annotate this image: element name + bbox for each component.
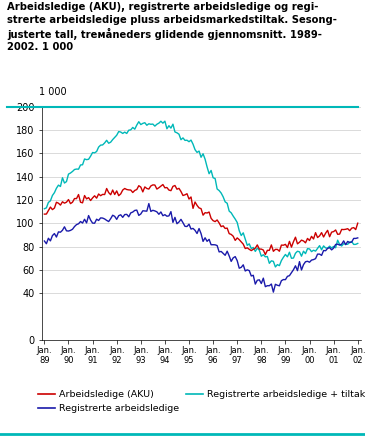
Registrerte arbeidsledige + tiltak [127, 128, 131, 133]
Registrerte arbeidsledige [127, 214, 131, 219]
Registrerte arbeidsledige + tiltak [356, 241, 360, 246]
Arbeidsledige (AKU) [52, 205, 57, 211]
Arbeidsledige (AKU) [225, 225, 229, 231]
Registrerte arbeidsledige [356, 235, 360, 241]
Arbeidsledige (AKU) [299, 238, 304, 243]
Registrerte arbeidsledige [271, 290, 276, 295]
Legend: Arbeidsledige (AKU), Registrerte arbeidsledige, Registrerte arbeidsledige + tilt: Arbeidsledige (AKU), Registrerte arbeids… [38, 390, 365, 413]
Arbeidsledige (AKU) [58, 202, 63, 208]
Registrerte arbeidsledige + tiltak [273, 264, 277, 269]
Registrerte arbeidsledige + tiltak [58, 184, 63, 189]
Arbeidsledige (AKU) [42, 211, 47, 217]
Text: 1 000: 1 000 [39, 88, 66, 98]
Arbeidsledige (AKU) [356, 221, 360, 226]
Registrerte arbeidsledige + tiltak [42, 206, 47, 211]
Registrerte arbeidsledige [58, 230, 63, 235]
Registrerte arbeidsledige [299, 267, 304, 272]
Registrerte arbeidsledige [225, 249, 229, 254]
Registrerte arbeidsledige + tiltak [52, 190, 57, 195]
Registrerte arbeidsledige + tiltak [299, 254, 304, 259]
Line: Registrerte arbeidsledige: Registrerte arbeidsledige [45, 204, 358, 292]
Line: Registrerte arbeidsledige + tiltak: Registrerte arbeidsledige + tiltak [45, 121, 358, 267]
Arbeidsledige (AKU) [127, 187, 131, 193]
Registrerte arbeidsledige + tiltak [225, 201, 229, 206]
Registrerte arbeidsledige + tiltak [159, 119, 163, 124]
Line: Arbeidsledige (AKU): Arbeidsledige (AKU) [45, 184, 358, 255]
Registrerte arbeidsledige [161, 213, 165, 218]
Registrerte arbeidsledige [52, 231, 57, 236]
Text: Arbeidsledige (AKU), registrerte arbeidsledige og regi-
strerte arbeidsledige pl: Arbeidsledige (AKU), registrerte arbeids… [7, 2, 337, 52]
Arbeidsledige (AKU) [263, 252, 268, 257]
Registrerte arbeidsledige [147, 201, 151, 206]
Arbeidsledige (AKU) [161, 182, 165, 187]
Arbeidsledige (AKU) [159, 184, 163, 189]
Registrerte arbeidsledige + tiltak [163, 119, 167, 124]
Registrerte arbeidsledige [42, 238, 47, 244]
